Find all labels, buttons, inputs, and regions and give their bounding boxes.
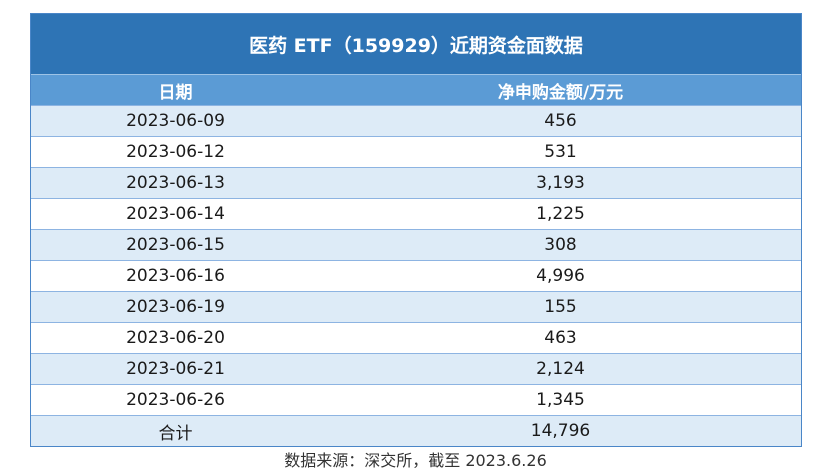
row-date: 2023-06-09	[126, 111, 225, 131]
header-date: 日期	[158, 82, 193, 103]
row-amount: 2,124	[536, 359, 585, 379]
row-amount: 308	[544, 235, 577, 255]
row-date: 2023-06-16	[126, 266, 225, 286]
table-row: 2023-06-21 2,124	[31, 353, 801, 384]
row-amount: 155	[544, 297, 577, 317]
row-amount: 3,193	[536, 173, 585, 193]
total-amount: 14,796	[530, 421, 591, 441]
row-amount: 1,225	[536, 204, 585, 224]
row-date: 2023-06-21	[126, 359, 225, 379]
row-date: 2023-06-26	[126, 390, 225, 410]
table-row: 2023-06-12 531	[31, 136, 801, 167]
data-table: 医药 ETF（159929）近期资金面数据 日期 净申购金额/万元 2023-0…	[30, 13, 802, 447]
header-amount: 净申购金额/万元	[497, 82, 624, 103]
table-row: 2023-06-16 4,996	[31, 260, 801, 291]
table-row: 2023-06-09 456	[31, 105, 801, 136]
table-header-row: 日期 净申购金额/万元	[31, 74, 801, 105]
row-amount: 531	[544, 142, 577, 162]
row-date: 2023-06-15	[126, 235, 225, 255]
table-row: 2023-06-14 1,225	[31, 198, 801, 229]
row-amount: 456	[544, 111, 577, 131]
table-row: 2023-06-26 1,345	[31, 384, 801, 415]
row-date: 2023-06-19	[126, 297, 225, 317]
table-row: 2023-06-13 3,193	[31, 167, 801, 198]
table-row: 2023-06-15 308	[31, 229, 801, 260]
row-date: 2023-06-20	[126, 328, 225, 348]
row-amount: 463	[544, 328, 577, 348]
row-date: 2023-06-12	[126, 142, 225, 162]
source-note: 数据来源：深交所，截至 2023.6.26	[284, 451, 547, 470]
row-date: 2023-06-14	[126, 204, 225, 224]
row-amount: 4,996	[536, 266, 585, 286]
table-row: 2023-06-20 463	[31, 322, 801, 353]
row-date: 2023-06-13	[126, 173, 225, 193]
table-row: 2023-06-19 155	[31, 291, 801, 322]
table-title: 医药 ETF（159929）近期资金面数据	[31, 14, 801, 74]
table-total-row: 合计 14,796	[31, 415, 801, 446]
row-amount: 1,345	[536, 390, 585, 410]
total-label: 合计	[158, 423, 193, 444]
